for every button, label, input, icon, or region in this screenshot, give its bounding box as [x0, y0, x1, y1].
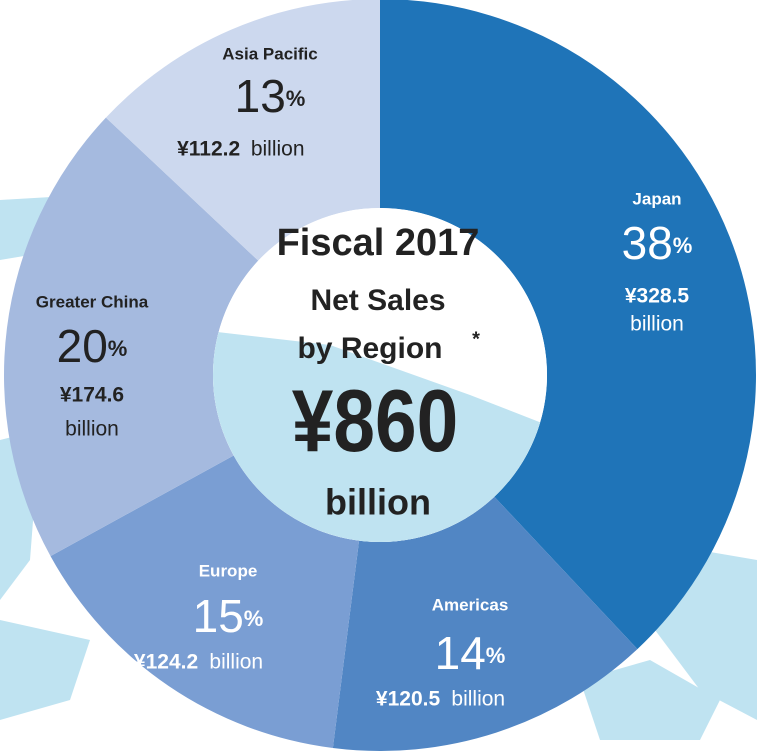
slice-percent: 38% — [622, 217, 693, 269]
donut-slice — [50, 455, 360, 749]
slice-amount-unit: billion — [65, 418, 119, 441]
slice-name: Greater China — [36, 292, 149, 311]
donut-slice — [105, 0, 380, 261]
slice-amount-unit: billion — [630, 313, 684, 336]
center-subtitle: Net Sales — [310, 284, 445, 317]
slice-amount-unit: billion — [451, 688, 505, 711]
slice-percent: 13% — [235, 70, 306, 122]
slice-amount: ¥124.2 — [134, 651, 198, 674]
donut-slice — [332, 496, 638, 751]
slice-percent: 20% — [57, 320, 128, 372]
center-subtitle: by Region — [297, 332, 442, 365]
center-total-unit: billion — [325, 482, 431, 523]
slice-amount: ¥120.5 — [376, 688, 441, 711]
hole-brush — [213, 330, 547, 542]
slice-amount: ¥328.5 — [625, 285, 690, 308]
center-title: Fiscal 2017 — [277, 222, 480, 264]
slice-name: Asia Pacific — [222, 44, 317, 63]
slice-amount-unit: billion — [209, 651, 263, 674]
slice-amount: ¥112.2 — [177, 138, 240, 161]
footnote-mark: * — [472, 328, 480, 350]
slice-percent: 15% — [193, 590, 264, 642]
slice-amount-unit: billion — [251, 138, 305, 161]
donut-slice — [4, 117, 259, 557]
slice-name: Europe — [199, 561, 258, 580]
slice-percent: 14% — [435, 627, 506, 679]
donut-slice — [380, 0, 756, 650]
slice-name: Americas — [432, 595, 509, 614]
slice-name: Japan — [632, 189, 681, 208]
slice-amount: ¥174.6 — [60, 384, 124, 407]
center-total: ¥860 — [292, 373, 458, 471]
